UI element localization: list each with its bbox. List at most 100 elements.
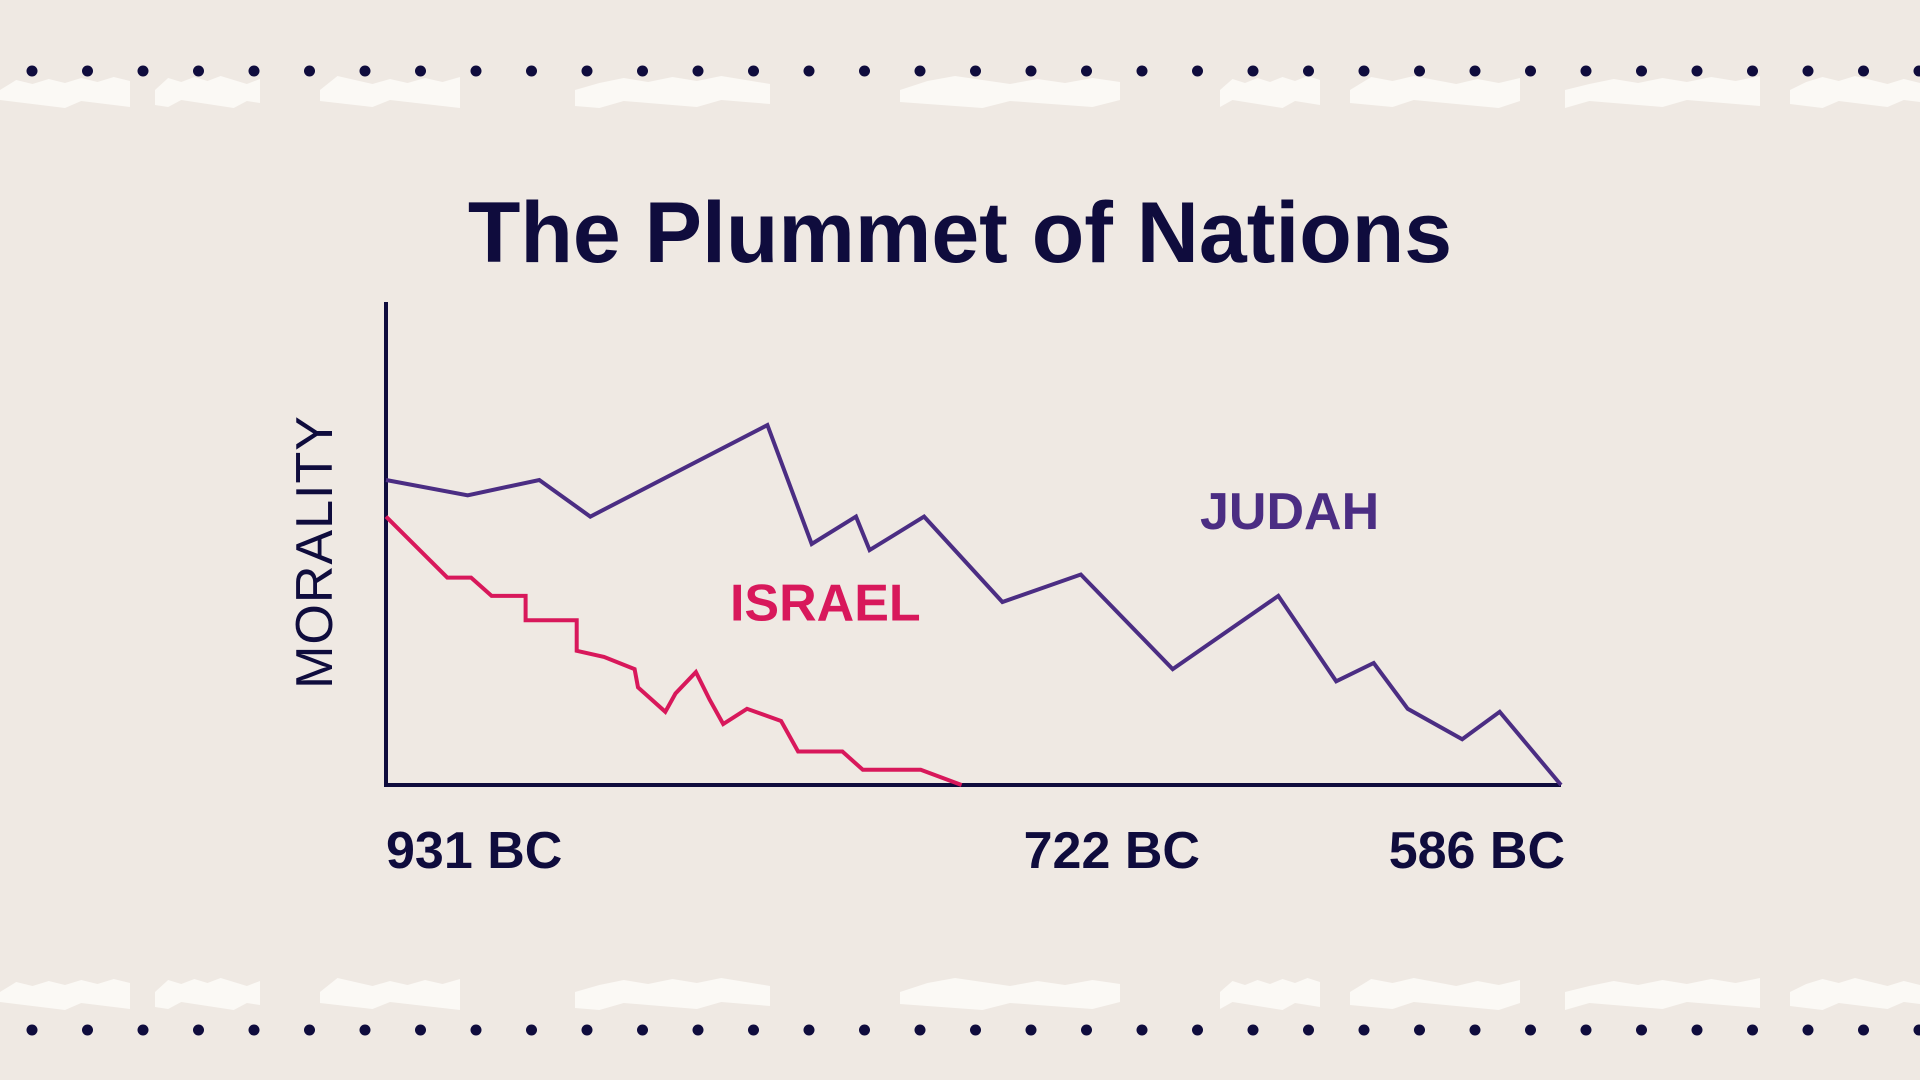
israel-series-label: ISRAEL bbox=[730, 574, 921, 632]
border-dot bbox=[137, 1024, 149, 1036]
border-dot bbox=[803, 1024, 815, 1036]
torn-paper-strip bbox=[155, 978, 260, 1010]
border-dot bbox=[526, 1024, 537, 1036]
torn-paper-strip bbox=[155, 76, 260, 108]
border-dot bbox=[692, 1024, 704, 1036]
border-dot bbox=[581, 65, 593, 77]
torn-paper-strip bbox=[1220, 76, 1320, 108]
torn-paper-strip bbox=[1790, 978, 1920, 1010]
border-dot bbox=[581, 1024, 593, 1036]
israel-series-line bbox=[384, 515, 963, 787]
border-dot bbox=[859, 1024, 870, 1036]
border-dot bbox=[1414, 65, 1425, 77]
border-dot bbox=[1580, 65, 1592, 77]
torn-paper-strip bbox=[1350, 76, 1520, 108]
border-dot bbox=[415, 65, 426, 77]
border-dot bbox=[304, 65, 315, 77]
border-dot bbox=[1858, 65, 1869, 77]
border-dot bbox=[1858, 1024, 1869, 1036]
torn-paper-strip bbox=[1350, 978, 1520, 1010]
torn-paper-strip bbox=[0, 979, 130, 1010]
border-dot bbox=[26, 65, 38, 77]
border-dot bbox=[1525, 1024, 1536, 1036]
torn-paper-strip bbox=[900, 978, 1120, 1010]
border-dot bbox=[637, 65, 648, 77]
border-dot bbox=[1747, 1024, 1758, 1036]
border-dot bbox=[82, 1024, 93, 1036]
border-dot bbox=[1636, 65, 1647, 77]
border-dot bbox=[1469, 65, 1481, 77]
border-dot bbox=[470, 65, 482, 77]
border-dot bbox=[1414, 1024, 1425, 1036]
border-dot bbox=[359, 1024, 371, 1036]
border-dot bbox=[1913, 1024, 1920, 1036]
border-dot bbox=[1192, 1024, 1203, 1036]
border-dot bbox=[1525, 65, 1536, 77]
border-dot bbox=[748, 65, 759, 77]
border-dot bbox=[1247, 65, 1259, 77]
x-tick-label: 586 BC bbox=[1389, 822, 1565, 880]
border-dot bbox=[82, 65, 93, 77]
torn-paper-strip bbox=[900, 76, 1120, 108]
border-dot bbox=[415, 1024, 426, 1036]
border-dot bbox=[248, 65, 260, 77]
border-dot bbox=[1636, 1024, 1647, 1036]
border-dot bbox=[1136, 1024, 1148, 1036]
judah-series-line bbox=[385, 422, 1563, 787]
border-dot bbox=[1303, 1024, 1314, 1036]
border-dot bbox=[1913, 65, 1920, 77]
torn-paper-strip bbox=[320, 978, 460, 1010]
torn-paper-strip bbox=[575, 978, 770, 1010]
border-dot bbox=[692, 65, 704, 77]
border-dot bbox=[637, 1024, 648, 1036]
border-dot bbox=[1192, 65, 1203, 77]
border-dot bbox=[1136, 65, 1148, 77]
border-dot bbox=[1081, 1024, 1092, 1036]
x-tick-label: 931 BC bbox=[386, 822, 562, 880]
chart-title: The Plummet of Nations bbox=[468, 185, 1452, 281]
border-dot bbox=[970, 1024, 981, 1036]
border-dot bbox=[1747, 65, 1758, 77]
torn-paper-strip bbox=[1565, 76, 1760, 108]
y-axis-title: MORALITY bbox=[286, 415, 344, 689]
torn-paper-strip bbox=[1790, 76, 1920, 108]
border-dot bbox=[137, 65, 149, 77]
border-dot bbox=[1303, 65, 1314, 77]
torn-paper-strip bbox=[0, 77, 130, 108]
border-dot bbox=[970, 65, 981, 77]
x-tick-label: 722 BC bbox=[1024, 822, 1200, 880]
border-dot bbox=[359, 65, 371, 77]
border-dot bbox=[193, 1024, 204, 1036]
border-dot bbox=[1691, 65, 1703, 77]
border-dot bbox=[1691, 1024, 1703, 1036]
border-dot bbox=[914, 1024, 926, 1036]
border-dot bbox=[1358, 1024, 1370, 1036]
border-dot bbox=[248, 1024, 260, 1036]
border-dot bbox=[1247, 1024, 1259, 1036]
border-dot bbox=[26, 1024, 38, 1036]
border-dot bbox=[914, 65, 926, 77]
border-dot bbox=[859, 65, 870, 77]
border-dot bbox=[1358, 65, 1370, 77]
border-dot bbox=[1081, 65, 1092, 77]
bottom-border-decoration bbox=[0, 978, 1920, 1036]
judah-series-label: JUDAH bbox=[1200, 483, 1379, 541]
torn-paper-strip bbox=[1565, 978, 1760, 1010]
border-dot bbox=[1802, 1024, 1814, 1036]
border-dot bbox=[470, 1024, 482, 1036]
plot-area: 931 BC 722 BC 586 BC JUDAH ISRAEL bbox=[384, 302, 1565, 880]
border-dot bbox=[803, 65, 815, 77]
border-dot bbox=[1025, 65, 1037, 77]
torn-paper-strip bbox=[320, 76, 460, 108]
border-dot bbox=[1025, 1024, 1037, 1036]
border-dot bbox=[1802, 65, 1814, 77]
border-dot bbox=[748, 1024, 759, 1036]
border-dot bbox=[526, 65, 537, 77]
top-border-decoration bbox=[0, 65, 1920, 108]
border-dot bbox=[304, 1024, 315, 1036]
border-dot bbox=[193, 65, 204, 77]
torn-paper-strip bbox=[1220, 978, 1320, 1010]
torn-paper-strip bbox=[575, 76, 770, 108]
